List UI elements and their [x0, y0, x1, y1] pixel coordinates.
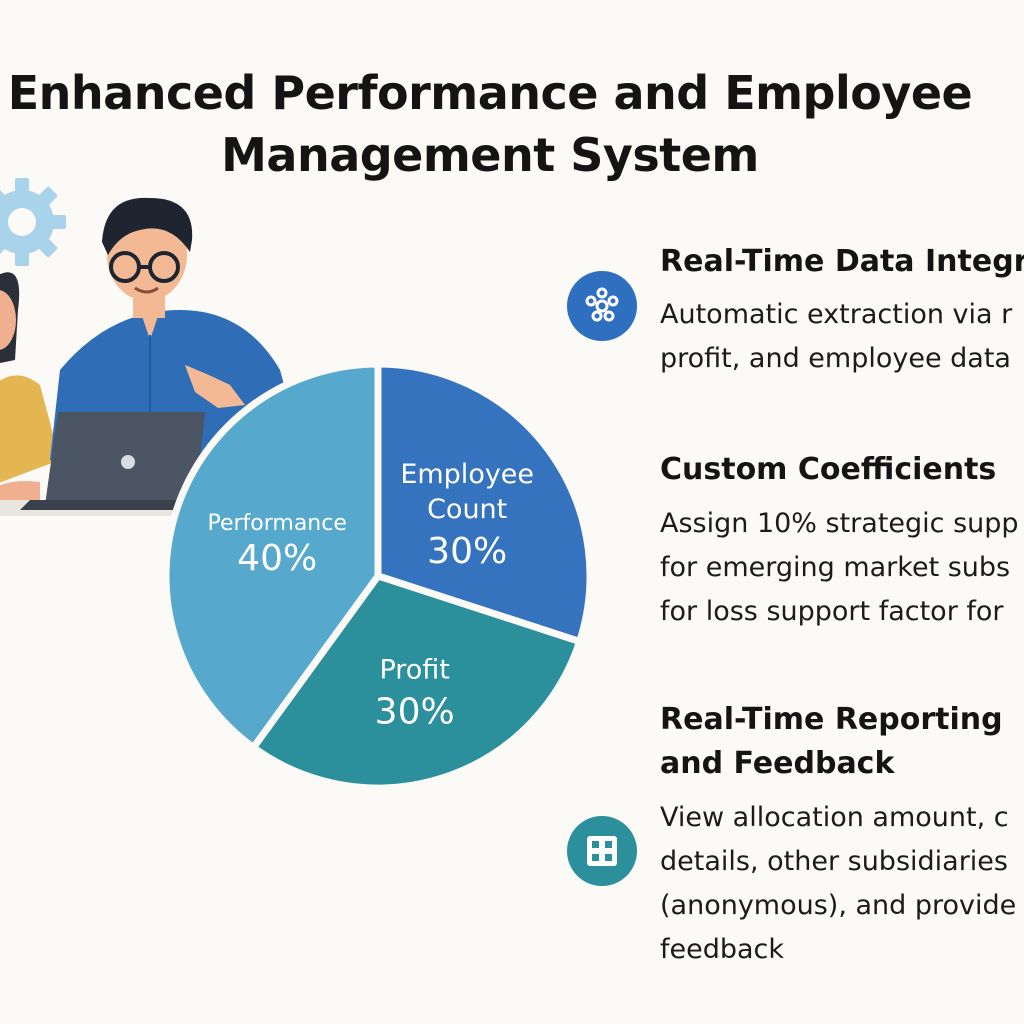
pie-slice-value: 30%: [427, 531, 507, 572]
title-line-2: Management System: [221, 128, 759, 182]
laptop: [0, 412, 205, 516]
feature-title: Real-Time Data Integr: [660, 244, 1024, 279]
pie-slice-value: 30%: [375, 691, 455, 732]
pie-slice-label: Employee: [400, 459, 534, 490]
page-title: Enhanced Performance and Employee Manage…: [0, 62, 990, 186]
pie-slice: [374, 360, 594, 646]
woman-figure: [0, 272, 60, 502]
feature-description: Assign 10% strategic supp for emerging m…: [660, 508, 1019, 627]
pie-slice-value: 40%: [237, 538, 317, 579]
pie-slice: [249, 572, 584, 792]
gear-icon: [0, 178, 66, 266]
pie-slice-label: Count: [427, 494, 507, 525]
pie-slice: [162, 360, 382, 752]
feature-description: View allocation amount, c details, other…: [660, 802, 1017, 965]
feature-description: Automatic extraction via r profit, and e…: [660, 299, 1013, 374]
network-nodes-icon: [567, 271, 637, 341]
feature-list: Real-Time Data Integr Automatic extracti…: [660, 240, 1024, 980]
pie-slice-label: Performance: [207, 511, 346, 536]
grid-report-icon: [567, 816, 637, 886]
title-line-1: Enhanced Performance and Employee: [7, 66, 973, 120]
feature-title: Real-Time Reporting and Feedback: [660, 702, 1003, 781]
feature-title: Custom Coefficients: [660, 452, 997, 487]
pie-slice-label: Profit: [379, 654, 449, 685]
